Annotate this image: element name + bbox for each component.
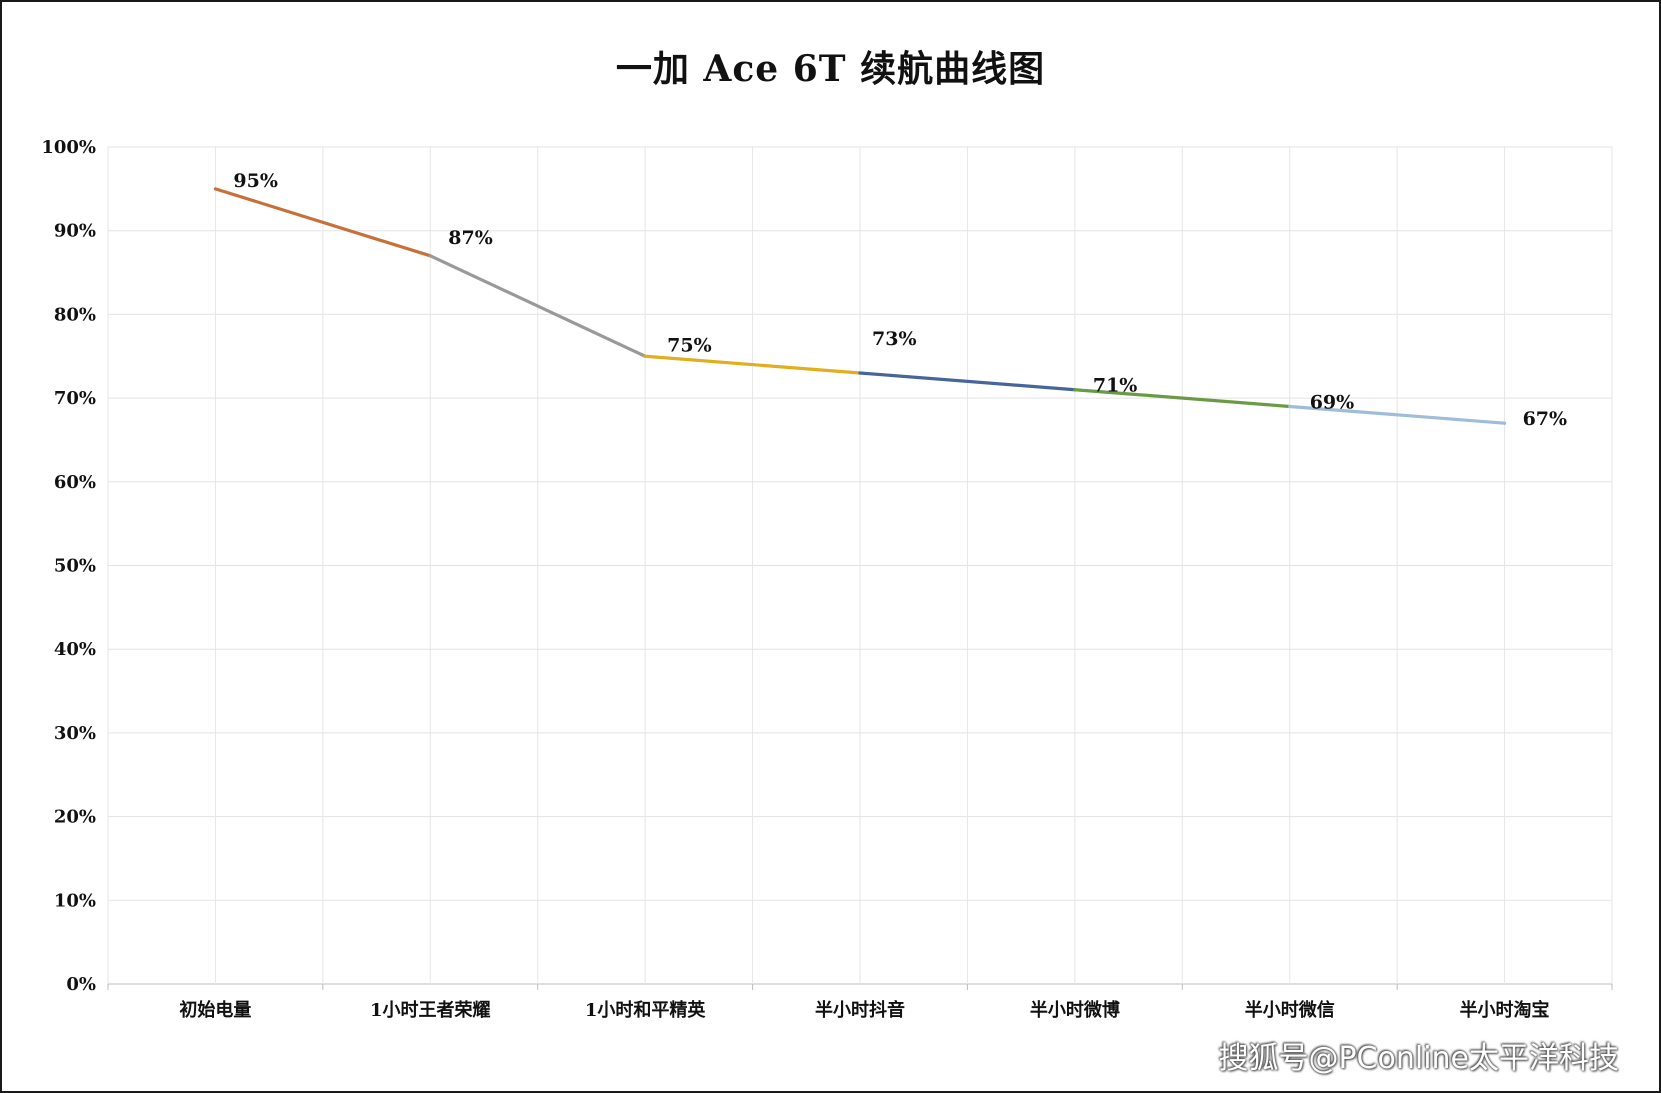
data-point bbox=[643, 354, 647, 358]
y-tick-label: 20% bbox=[54, 807, 96, 828]
data-label: 73% bbox=[872, 328, 917, 350]
watermark-text: 搜狐号@PConline太平洋科技 bbox=[1218, 1041, 1619, 1076]
y-tick-label: 100% bbox=[41, 137, 96, 158]
line-segment bbox=[1073, 388, 1292, 409]
y-tick-label: 70% bbox=[54, 388, 96, 409]
data-point bbox=[1503, 421, 1507, 425]
line-segment bbox=[1288, 404, 1507, 425]
data-point bbox=[428, 254, 432, 258]
y-tick-label: 40% bbox=[54, 639, 96, 660]
line-segment bbox=[428, 254, 647, 358]
data-label: 69% bbox=[1310, 391, 1355, 413]
x-category-label: 半小时抖音 bbox=[815, 999, 905, 1021]
x-category-label: 1小时王者荣耀 bbox=[370, 999, 491, 1021]
data-label: 95% bbox=[233, 170, 278, 192]
x-category-label: 1小时和平精英 bbox=[585, 999, 707, 1021]
x-category-label: 初始电量 bbox=[179, 999, 251, 1021]
data-label: 87% bbox=[448, 227, 493, 249]
data-point bbox=[1073, 388, 1077, 392]
x-category-label: 半小时淘宝 bbox=[1460, 999, 1550, 1021]
y-tick-label: 60% bbox=[54, 472, 96, 493]
x-category-label: 半小时微信 bbox=[1245, 999, 1335, 1021]
line-segment bbox=[858, 371, 1077, 392]
chart-title: 一加 Ace 6T 续航曲线图 bbox=[615, 48, 1046, 90]
x-category-label: 半小时微博 bbox=[1030, 999, 1120, 1021]
data-point bbox=[858, 371, 862, 375]
y-tick-label: 50% bbox=[54, 556, 96, 577]
data-point bbox=[213, 187, 217, 191]
data-label: 67% bbox=[1523, 408, 1568, 430]
line-segment bbox=[213, 187, 432, 258]
y-tick-label: 80% bbox=[54, 304, 96, 325]
y-tick-label: 0% bbox=[66, 974, 96, 995]
y-tick-label: 30% bbox=[54, 723, 96, 744]
data-point bbox=[1288, 404, 1292, 408]
y-tick-label: 10% bbox=[54, 890, 96, 911]
data-label: 71% bbox=[1093, 375, 1138, 397]
data-label: 75% bbox=[667, 334, 712, 356]
line-segment bbox=[643, 354, 862, 375]
y-tick-label: 90% bbox=[54, 221, 96, 242]
